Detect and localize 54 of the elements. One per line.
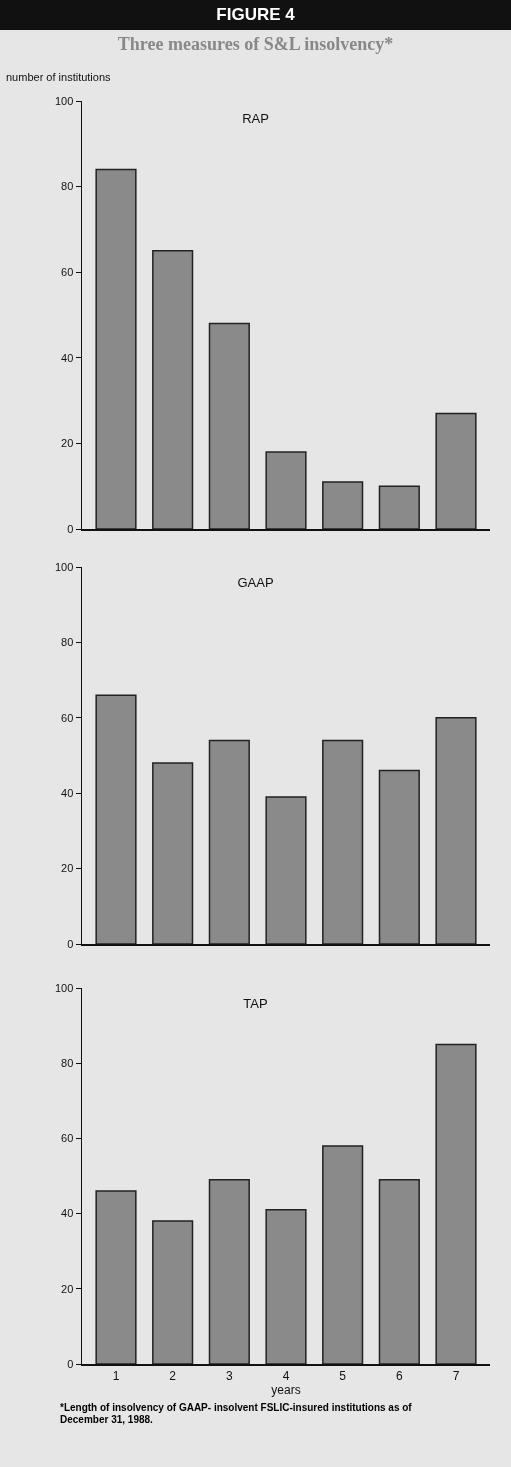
x-tick-label: 5 (339, 1368, 347, 1383)
y-tick-label: 40 (61, 1207, 74, 1220)
text: GAAP (237, 575, 274, 591)
bar (152, 762, 194, 944)
bar (95, 694, 137, 944)
x-tick-label: 2 (169, 1368, 177, 1383)
y-tick-label: 100 (54, 94, 74, 107)
y-tick-label: 0 (67, 522, 74, 535)
bar (322, 481, 364, 529)
y-tick-label: 80 (61, 1057, 74, 1070)
y-tick-label: 60 (61, 1132, 74, 1145)
x-tick-label: 1 (112, 1368, 120, 1383)
y-tick-label: 100 (54, 981, 74, 994)
x-tick-label: 4 (282, 1368, 290, 1383)
bar (152, 1220, 194, 1364)
y-axis-title: number of institutions (6, 71, 112, 83)
text: *Length of insolvency of GAAP- insolvent FSLIC-insured institutions as of December 31, 1988. (59, 1401, 413, 1426)
y-tick-label: 20 (61, 1282, 74, 1295)
caption: FIGURE 4 (0, 0, 511, 30)
text: Three measures of S&L insolvency* (116, 33, 395, 56)
y-tick-label: 60 (61, 711, 74, 724)
x-tick-label: 7 (452, 1368, 460, 1383)
bar (95, 168, 137, 529)
y-tick-label: 20 (61, 862, 74, 875)
y-tick-label: 0 (67, 937, 74, 950)
bar (265, 451, 307, 529)
y-tick-label: 100 (54, 560, 74, 573)
y-tick-label: 20 (61, 437, 74, 450)
text: TAP (243, 996, 268, 1012)
y-tick-label: 40 (61, 787, 74, 800)
bar (435, 717, 477, 944)
text: RAP (242, 110, 269, 126)
bar (378, 769, 420, 944)
y-tick-label: 40 (61, 351, 74, 364)
y-tick-label: 0 (67, 1357, 74, 1370)
bar (265, 1209, 307, 1364)
bar (208, 739, 250, 944)
y-tick-label: 80 (61, 180, 74, 193)
bar (152, 250, 194, 529)
bar (95, 1190, 137, 1364)
bar (265, 796, 307, 944)
x-tick-label: 3 (225, 1368, 233, 1383)
bar (322, 739, 364, 944)
bar (378, 1179, 420, 1364)
x-axis-title: years (271, 1382, 301, 1397)
x-tick-label: 6 (395, 1368, 403, 1383)
bar (208, 322, 250, 529)
y-tick-label: 80 (61, 636, 74, 649)
bar (435, 1043, 477, 1364)
bar (208, 1179, 250, 1364)
y-tick-label: 60 (61, 266, 74, 279)
bar (322, 1145, 364, 1364)
bar (378, 485, 420, 529)
bar (435, 412, 477, 529)
